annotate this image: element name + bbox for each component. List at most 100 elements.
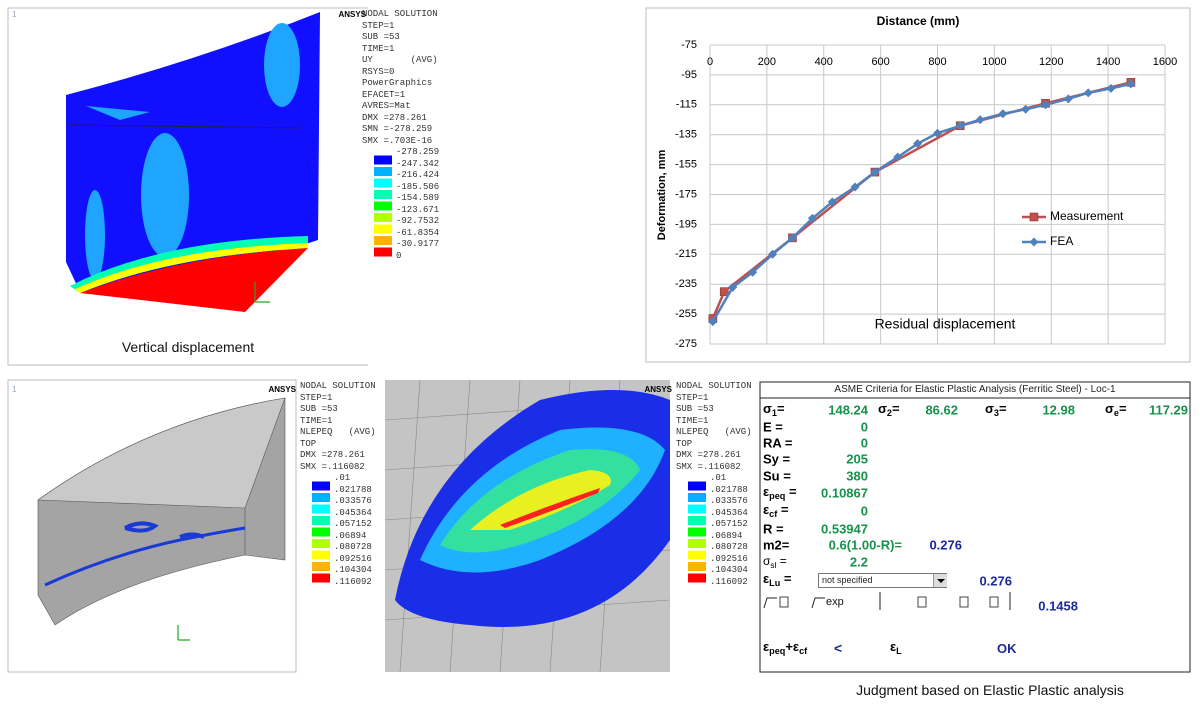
legend-value: .021788 — [334, 484, 372, 495]
value: 0 — [860, 435, 868, 451]
label: m2= — [763, 539, 789, 552]
info-line: TIME=1 — [300, 415, 333, 426]
x-tick-label: 1000 — [982, 56, 1006, 68]
info-line: SMX =.116082 — [300, 461, 365, 472]
contour — [44, 526, 246, 587]
info-line: UY (AVG) — [362, 55, 438, 65]
legend-swatch — [312, 550, 330, 560]
label-part: = — [777, 501, 789, 517]
label-part: = — [998, 400, 1007, 416]
legend-value: .01 — [710, 473, 727, 483]
caption: Vertical displacement — [121, 339, 255, 355]
formula-glyph — [763, 592, 1011, 610]
marker — [719, 287, 729, 296]
series-line — [711, 81, 1132, 320]
y-tick-label: -195 — [675, 218, 697, 230]
x-tick-label: 800 — [928, 56, 946, 68]
info-line: NLEPEQ (AVG) — [676, 427, 752, 437]
legend-swatch — [688, 573, 706, 583]
logo: ANSYS — [644, 385, 672, 394]
label: εpeq+εcf — [763, 640, 807, 656]
dropdown[interactable]: not specified — [818, 573, 947, 588]
info-line: DMX =278.261 — [362, 112, 427, 123]
legend-swatch — [312, 504, 330, 514]
panel-border — [7, 7, 368, 366]
marker — [1063, 94, 1073, 104]
contour-detail — [385, 380, 670, 672]
legend-value: -123.671 — [396, 204, 440, 215]
legend-swatch — [374, 247, 392, 257]
contour — [264, 23, 300, 107]
info-line: STEP=1 — [362, 20, 395, 31]
label-part: Sy = — [763, 451, 791, 467]
corner-label: 1 — [12, 385, 17, 394]
y-tick-label: -95 — [681, 69, 697, 81]
info-line: SMX =.116082 — [676, 461, 741, 472]
label-part: sl — [770, 559, 777, 570]
value: 0 — [860, 503, 868, 519]
x-tick-label: 600 — [871, 56, 889, 68]
info-line: NLEPEQ (AVG) — [300, 427, 376, 437]
marker — [975, 115, 985, 125]
panel-border — [7, 379, 297, 673]
corner-label: 1 — [12, 10, 17, 19]
marker — [728, 282, 738, 292]
label: εcf = — [763, 503, 788, 519]
operator: < — [834, 640, 843, 656]
y-tick-label: -235 — [675, 278, 697, 290]
legend-swatch — [312, 527, 330, 537]
legend-swatch — [312, 562, 330, 571]
info-line: STEP=1 — [300, 392, 333, 403]
legend-swatch — [374, 213, 392, 222]
legend-swatch — [374, 201, 392, 211]
legend-swatch — [374, 224, 392, 234]
legend-value: .06894 — [710, 530, 743, 541]
x-tick-label: 1400 — [1096, 56, 1120, 68]
legend-value: .116092 — [334, 576, 372, 587]
legend-value: .021788 — [710, 484, 748, 495]
value: 117.29 — [1148, 402, 1188, 418]
label: Su = — [763, 470, 791, 483]
x-axis-title: Distance (mm) — [877, 14, 960, 28]
label: σ2= — [878, 402, 900, 418]
marker — [893, 152, 903, 162]
info-line: PowerGraphics — [362, 78, 433, 88]
info-line: SMX =.703E-16 — [362, 135, 433, 146]
label-part: σ — [878, 400, 887, 416]
label-part: 2 — [886, 407, 892, 418]
info-line: DMX =278.261 — [676, 450, 741, 460]
legend-value: -278.259 — [396, 147, 440, 157]
x-tick-label: 200 — [758, 56, 776, 68]
y-tick-label: -75 — [681, 39, 697, 51]
label-part: peq — [769, 490, 786, 501]
legend-swatch — [312, 493, 330, 502]
axis-triad — [254, 282, 270, 303]
x-tick-label: 1200 — [1039, 56, 1063, 68]
label: σe= — [1105, 402, 1127, 418]
edge — [67, 124, 301, 129]
legend-value: -61.8354 — [396, 227, 440, 238]
value: 148.24 — [828, 402, 868, 418]
label-part: cf — [769, 508, 778, 519]
value: 0.53947 — [821, 521, 868, 537]
marker — [1021, 104, 1031, 114]
legend-swatch — [312, 573, 330, 583]
label-part: σ — [763, 400, 772, 416]
value: 86.62 — [925, 402, 958, 418]
value: 0.6(1.00-R)= — [828, 537, 902, 553]
legend-value: .033576 — [334, 496, 372, 506]
legend-value: .057152 — [710, 519, 748, 529]
label-part: σ — [1105, 400, 1114, 416]
value: 380 — [846, 468, 868, 484]
legend-label: Measurement — [1050, 209, 1124, 223]
label: σ1= — [763, 402, 785, 418]
label: E = — [763, 421, 783, 434]
axis-triad — [177, 625, 190, 641]
legend-swatch — [688, 527, 706, 537]
dropdown-arrow — [937, 579, 945, 583]
legend-swatch — [688, 481, 706, 491]
legend-value: .116092 — [710, 576, 748, 587]
label-part: = — [780, 570, 792, 586]
dropdown-button[interactable] — [933, 574, 947, 587]
